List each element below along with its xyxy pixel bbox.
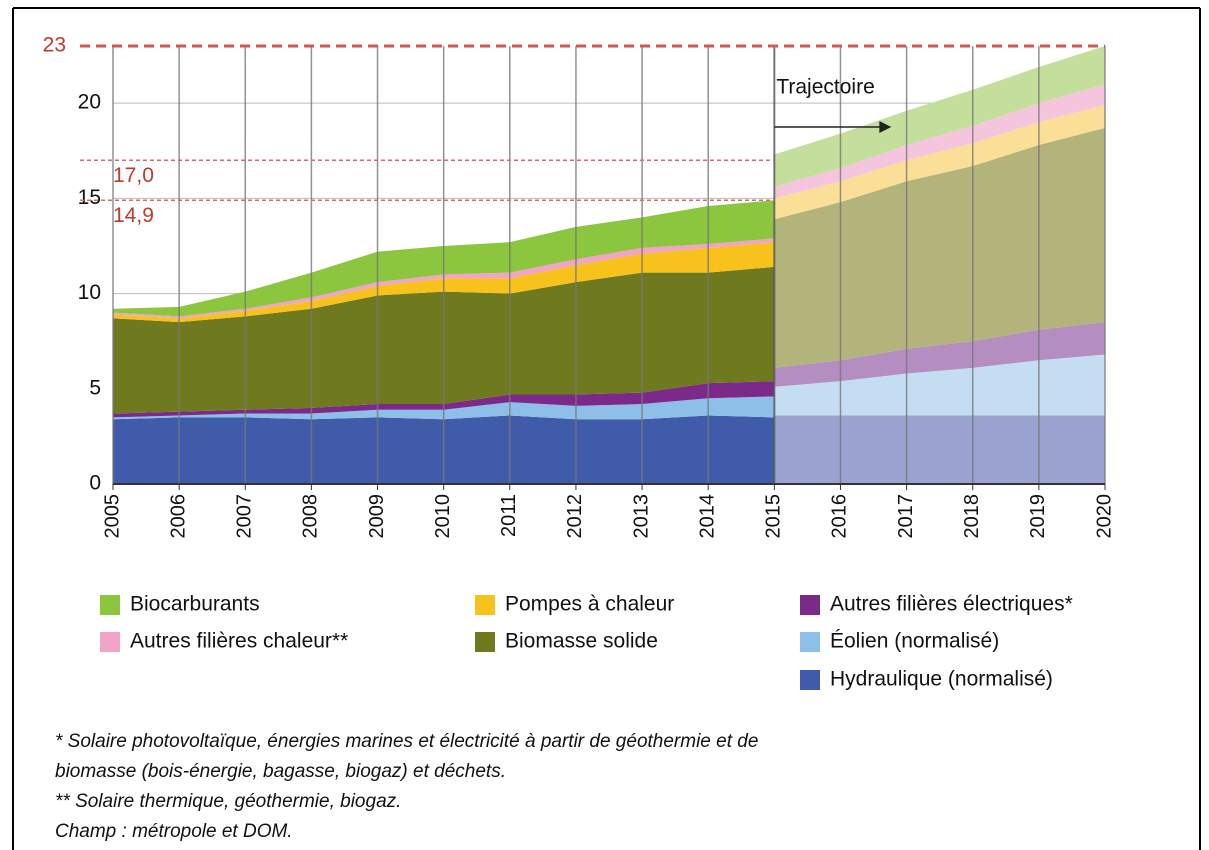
legend-swatch <box>475 632 495 652</box>
reference-label: 14,9 <box>113 204 154 227</box>
note: Champ : métropole et DOM. <box>55 821 293 842</box>
reference-label: 23 <box>43 34 66 57</box>
trajectory-area <box>774 84 1105 199</box>
legend-swatch <box>800 670 820 690</box>
legend-label: Biomasse solide <box>505 630 658 653</box>
x-tick-label: 2013 <box>630 494 652 539</box>
legend-swatch <box>800 595 820 615</box>
trajectory-area <box>774 322 1105 387</box>
trajectory-area <box>774 46 1105 187</box>
legend-label: Éolien (normalisé) <box>830 630 999 653</box>
y-tick-label: 10 <box>78 281 101 304</box>
annotation: Trajectoire <box>776 76 874 99</box>
x-tick-label: 2009 <box>366 494 388 539</box>
x-tick-label: 2006 <box>167 494 189 539</box>
trajectory-area <box>774 354 1105 416</box>
note: * Solaire photovoltaïque, énergies marin… <box>55 731 758 752</box>
legend-label: Autres filières électriques* <box>830 593 1073 616</box>
x-tick-label: 2014 <box>696 494 718 539</box>
x-tick-label: 2010 <box>432 494 454 539</box>
trajectory-area <box>774 105 1105 220</box>
x-tick-label: 2012 <box>564 494 586 539</box>
x-tick-label: 2019 <box>1027 494 1049 539</box>
x-tick-label: 2008 <box>300 494 322 539</box>
annotation-arrowhead <box>879 121 892 133</box>
y-tick-label: 15 <box>78 186 101 209</box>
legend-label: Pompes à chaleur <box>505 593 674 616</box>
reference-label: 17,0 <box>113 164 154 187</box>
legend-label: Autres filières chaleur** <box>130 630 348 653</box>
y-tick-label: 20 <box>78 91 101 114</box>
x-tick-label: 2015 <box>763 494 785 539</box>
legend-swatch <box>100 632 120 652</box>
x-tick-label: 2017 <box>895 494 917 539</box>
y-tick-label: 5 <box>89 376 101 399</box>
x-tick-label: 2007 <box>234 494 256 539</box>
note: biomasse (bois-énergie, bagasse, biogaz)… <box>55 761 506 782</box>
x-tick-label: 2005 <box>101 494 123 539</box>
legend-swatch <box>800 632 820 652</box>
x-tick-label: 2018 <box>961 494 983 539</box>
trajectory-area <box>774 415 1105 484</box>
legend-label: Biocarburants <box>130 593 260 616</box>
legend-swatch <box>475 595 495 615</box>
legend-swatch <box>100 595 120 615</box>
note: ** Solaire thermique, géothermie, biogaz… <box>55 791 401 812</box>
x-tick-label: 2016 <box>829 494 851 539</box>
legend-label: Hydraulique (normalisé) <box>830 668 1053 691</box>
x-tick-label: 2011 <box>498 494 520 537</box>
x-tick-label: 2020 <box>1093 494 1115 539</box>
y-tick-label: 0 <box>89 472 101 495</box>
trajectory-area <box>774 127 1105 368</box>
